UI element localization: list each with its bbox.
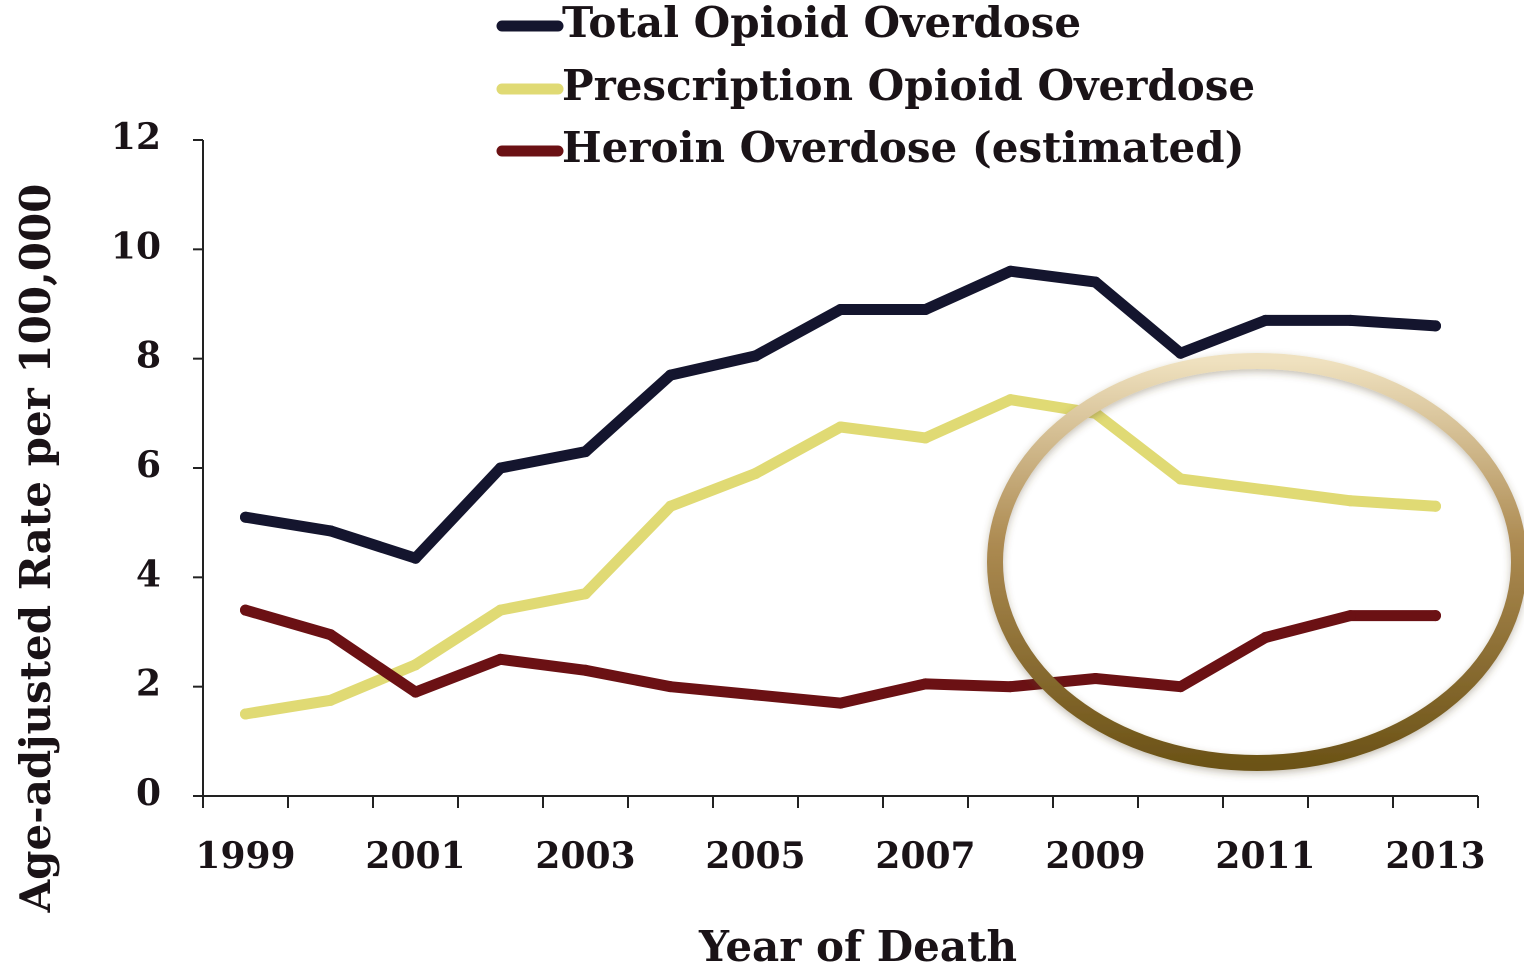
series-3-point <box>665 681 676 693</box>
series-1-point <box>495 462 506 474</box>
series-layer <box>240 265 1441 720</box>
axes-layer: 0 2 4 6 8 10 12 1999 2001 2003 2005 2007 2009 2011 201… <box>11 116 1486 969</box>
y-tick-label: 6 <box>136 444 161 486</box>
series-1-point <box>240 511 251 523</box>
highlight-ellipse <box>987 353 1524 771</box>
y-tick-label: 12 <box>111 116 161 158</box>
series-1-point <box>1345 314 1356 326</box>
series-3-point <box>750 689 761 701</box>
series-1-point <box>325 525 336 537</box>
series-2-point <box>1430 500 1441 512</box>
y-tick-label: 0 <box>136 772 161 814</box>
series-2-point <box>665 500 676 512</box>
y-tick-label: 2 <box>136 663 161 705</box>
series-2-point <box>1260 484 1271 496</box>
x-tick-label: 2013 <box>1385 835 1485 877</box>
series-2-point <box>495 604 506 616</box>
legend-label-2: Prescription Opioid Overdose <box>562 61 1255 110</box>
series-1-point <box>410 552 421 564</box>
x-tick-label: 2009 <box>1045 835 1145 877</box>
y-tick-label: 8 <box>136 335 161 377</box>
series-1-point <box>580 446 591 458</box>
x-axis-title: Year of Death <box>698 922 1017 969</box>
legend-label-1: Total Opioid Overdose <box>562 0 1081 47</box>
y-tick-label: 10 <box>111 225 161 267</box>
series-3-point <box>1005 681 1016 693</box>
series-2-point <box>240 708 251 720</box>
series-3-point <box>1430 610 1441 622</box>
series-2-point <box>1345 495 1356 507</box>
series-2-point <box>410 659 421 671</box>
series-3-point <box>325 629 336 641</box>
series-1-point <box>1175 347 1186 359</box>
series-1-point <box>750 350 761 362</box>
x-tick-label: 2007 <box>875 835 975 877</box>
series-3-point <box>240 604 251 616</box>
series-1-point <box>1430 320 1441 332</box>
series-3-point <box>495 653 506 665</box>
series-2-point <box>325 694 336 706</box>
series-1-point <box>1260 314 1271 326</box>
y-axis-title: Age-adjusted Rate per 100,000 <box>11 184 60 914</box>
series-1-point <box>1090 276 1101 288</box>
legend: Total Opioid Overdose Prescription Opioid… <box>496 0 1255 172</box>
series-3-point <box>920 678 931 690</box>
x-tick-label: 2001 <box>365 835 465 877</box>
series-2-point <box>1005 394 1016 406</box>
series-3-point <box>410 686 421 698</box>
series-1-point <box>1005 265 1016 277</box>
series-3-point <box>1090 672 1101 684</box>
series-3-point <box>1175 681 1186 693</box>
y-tick-label: 4 <box>136 553 161 595</box>
series-2-point <box>920 432 931 444</box>
series-1-point <box>835 303 846 315</box>
series-2-point <box>750 467 761 479</box>
series-1-point <box>920 303 931 315</box>
series-2-point <box>1175 473 1186 485</box>
x-tick-label: 2011 <box>1215 835 1315 877</box>
legend-label-3: Heroin Overdose (estimated) <box>562 123 1244 172</box>
series-2-point <box>580 588 591 600</box>
x-tick-label: 2005 <box>705 835 805 877</box>
series-3-point <box>835 697 846 709</box>
series-2-point <box>835 421 846 433</box>
series-3-point <box>1260 631 1271 643</box>
x-tick-label: 2003 <box>535 835 635 877</box>
x-tick-label: 1999 <box>195 835 295 877</box>
series-1-point <box>665 369 676 381</box>
series-3-point <box>580 664 591 676</box>
series-3-point <box>1345 610 1356 622</box>
